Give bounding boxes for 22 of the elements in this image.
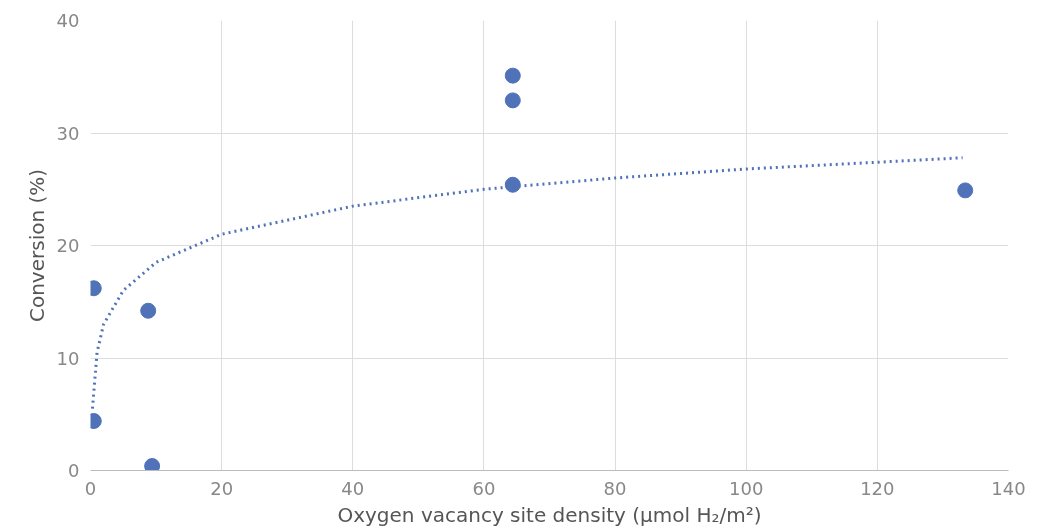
x-tick-label: 120 <box>860 477 895 499</box>
line-series <box>90 156 965 411</box>
point <box>140 302 157 319</box>
x-tick-label: 20 <box>210 477 234 499</box>
y-tick-label: 0 <box>68 460 80 481</box>
point <box>144 458 161 471</box>
x-tick-label: 40 <box>341 477 365 499</box>
y-tick-label: 40 <box>56 10 80 31</box>
x-axis-title: Oxygen vacancy site density (μmol H₂/m²) <box>337 502 762 527</box>
point <box>504 92 521 109</box>
x-tick-label: 100 <box>729 477 764 499</box>
y-tick-label: 20 <box>56 235 80 256</box>
point <box>504 67 521 84</box>
y-axis-title: Conversion (%) <box>24 168 49 323</box>
y-tick-label: 10 <box>56 347 80 369</box>
y-tick-label: 30 <box>56 122 80 144</box>
x-tick-label: 80 <box>603 477 627 499</box>
x-tick-label: 0 <box>84 477 97 499</box>
point <box>504 176 521 193</box>
x-tick-label: 60 <box>472 477 496 499</box>
point <box>957 182 974 199</box>
x-tick-label: 140 <box>991 477 1026 499</box>
